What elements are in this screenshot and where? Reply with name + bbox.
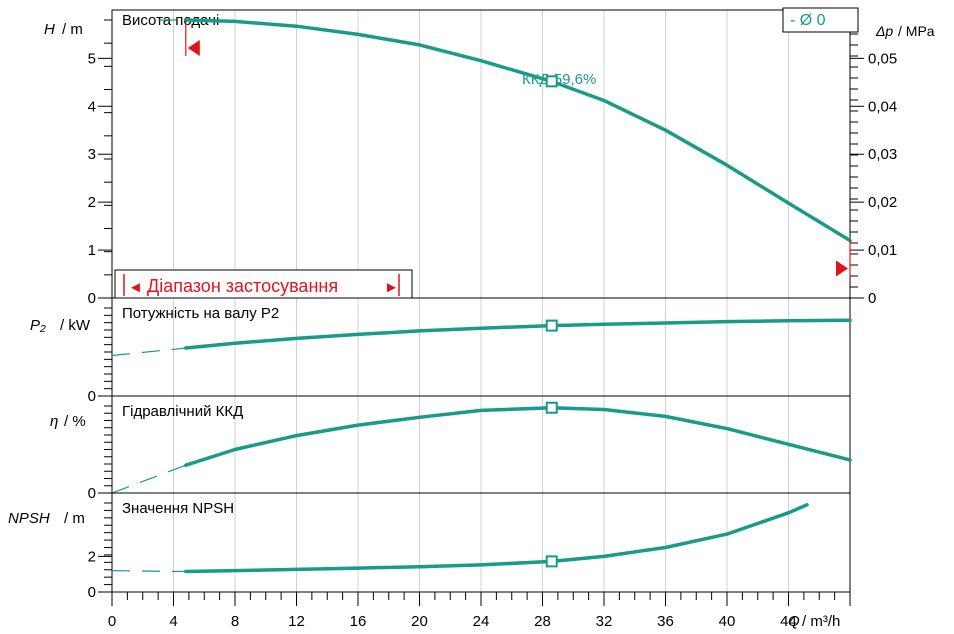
q-axis-label-unit: / m³/h: [802, 613, 840, 630]
head-curves: [158, 18, 852, 277]
extrapolated-curve: [111, 347, 186, 357]
performance-curve: [184, 405, 852, 467]
efficiency-title: Гідравлічний ККД: [122, 403, 243, 420]
y-tick-label: 0: [88, 388, 96, 405]
power-title: Потужність на валу P2: [122, 305, 279, 322]
operating-point-marker: [545, 75, 558, 88]
performance-curve: [184, 18, 852, 243]
head-ylabel-unit: / m: [62, 21, 83, 38]
npsh-panel: 02 Значення NPSH NPSH / m: [8, 492, 851, 601]
head-ylabel-symbol: H: [44, 21, 55, 38]
pressure-label-unit: / MPa: [898, 23, 935, 39]
operating-point-marker: [545, 319, 558, 332]
npsh-title: Значення NPSH: [122, 500, 234, 517]
performance-curve: [184, 318, 852, 350]
right-tick-label: 0,02: [868, 194, 897, 211]
right-tick-label: 0,01: [868, 242, 897, 259]
performance-curve: [184, 503, 809, 574]
x-tick-label: 32: [596, 613, 613, 630]
operating-point-marker: [545, 401, 558, 414]
extrapolated-curve: [111, 570, 186, 573]
npsh-grid: [173, 493, 789, 592]
efficiency-panel: 0 Гідравлічний ККД η / %: [50, 395, 852, 502]
right-tick-label: 0,04: [868, 98, 897, 115]
x-tick-label: 28: [534, 613, 551, 630]
range-arrow-left: ◄: [128, 279, 143, 296]
head-right-ticks: 0 0,01 0,02 0,03 0,04 0,05: [850, 11, 897, 307]
power-ylabel-symbol: P₂: [30, 317, 46, 334]
head-grid: [173, 10, 789, 298]
max-flow-marker-triangle: [836, 260, 848, 277]
right-tick-label: 0: [868, 290, 876, 307]
x-tick-label: 36: [657, 613, 674, 630]
y-tick-label: 0: [88, 290, 96, 307]
x-tick-label: 20: [411, 613, 428, 630]
npsh-ylabel-symbol: NPSH: [8, 510, 50, 527]
power-ylabel-unit: / kW: [60, 317, 91, 334]
y-tick-label: 1: [88, 242, 96, 259]
right-tick-label: 0,03: [868, 146, 897, 163]
npsh-ylabel-unit: / m: [64, 510, 85, 527]
q-axis: 0 4 8 12 16 20 24 28 32 36 40 44: [108, 591, 851, 630]
power-curves: [111, 318, 852, 357]
q-axis-label-symbol: Q: [788, 613, 800, 630]
y-tick-label: 0: [88, 485, 96, 502]
y-tick-label: 5: [88, 50, 96, 67]
operating-point-marker: [545, 555, 558, 568]
head-y-ticks: 0 1 2 3 4 5: [88, 19, 112, 307]
right-tick-label: 0,05: [868, 50, 897, 67]
x-tick-label: 0: [108, 613, 116, 630]
y-tick-label: 4: [88, 98, 96, 115]
impeller-box: [782, 7, 859, 33]
range-arrow-right: ►: [384, 279, 399, 296]
y-tick-label: 2: [88, 548, 96, 565]
efficiency-ylabel-unit: / %: [64, 413, 86, 430]
application-range-label: Діапазон застосування: [147, 276, 338, 296]
power-panel: 0 Потужність на валу P2 P₂ / kW: [30, 297, 852, 405]
x-tick-label: 24: [473, 613, 490, 630]
pressure-label-symbol: Δp: [875, 23, 893, 39]
x-tick-label: 40: [719, 613, 736, 630]
x-tick-label: 16: [350, 613, 367, 630]
efficiency-y-ticks: 0: [88, 405, 112, 502]
impeller-label: - Ø 0: [790, 12, 826, 29]
npsh-y-ticks: 02: [88, 502, 112, 601]
extrapolated-curve: [111, 464, 187, 494]
power-grid: [173, 298, 789, 396]
efficiency-grid: [173, 396, 789, 493]
y-tick-label: 2: [88, 194, 96, 211]
x-tick-label: 4: [169, 613, 177, 630]
min-flow-marker-triangle: [187, 40, 200, 56]
x-tick-label: 44: [780, 613, 797, 630]
x-tick-label: 12: [288, 613, 305, 630]
y-tick-label: 3: [88, 146, 96, 163]
x-tick-label: 8: [231, 613, 239, 630]
efficiency-curves: [111, 401, 852, 494]
power-y-ticks: 0: [88, 307, 112, 405]
efficiency-label: ККД 59,6%: [522, 71, 596, 88]
npsh-curves: [111, 503, 809, 574]
y-tick-label: 0: [88, 584, 96, 601]
efficiency-ylabel-symbol: η: [50, 413, 58, 430]
